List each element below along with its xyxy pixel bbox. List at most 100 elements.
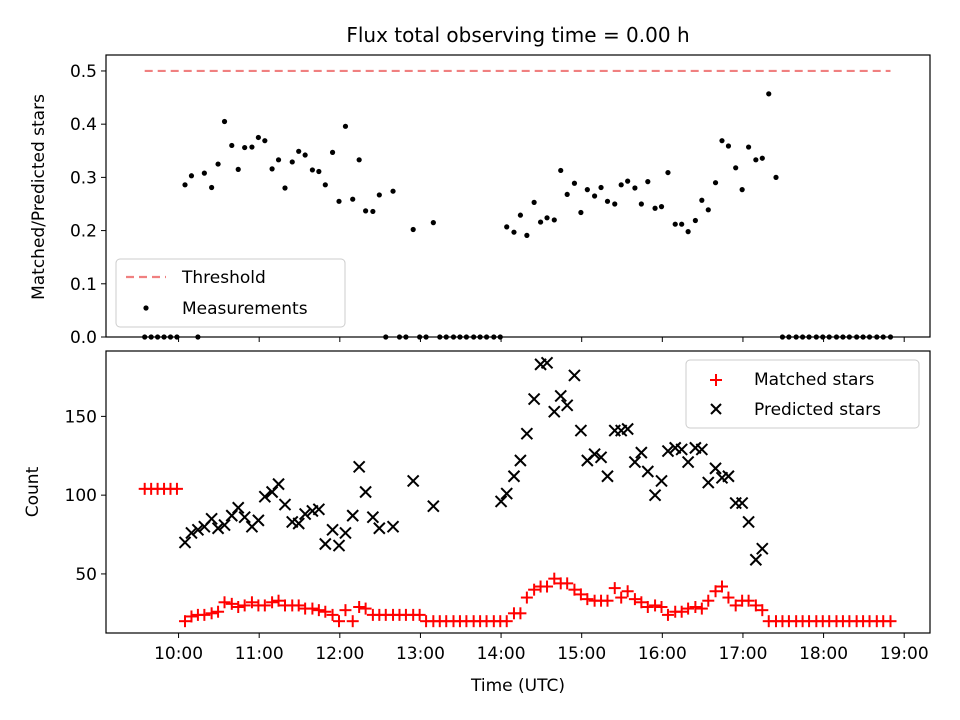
predicted-stars-point [191,523,205,537]
predicted-stars-point [641,465,655,478]
matched-stars-point [635,596,648,609]
measurement-point [275,157,282,163]
predicted-stars-point [346,509,359,522]
predicted-stars-point [681,455,695,469]
predicted-stars-point [594,451,608,464]
measurement-point [564,191,570,198]
bottom-axes-ticks: 50 100 150 10:00 11:00 12:00 13:00 14:00 15:00 16… [65,407,929,664]
matched-stars-point [292,599,305,612]
measurement-point [430,220,436,226]
predicted-stars-point [366,510,380,524]
measurement-point [390,188,396,194]
predicted-stars-point [386,520,400,533]
measurement-point [309,167,316,173]
top-ytick-label: 0.1 [70,275,97,295]
legend-predicted-swatch [710,403,722,415]
xtick-label: 10:00 [154,644,203,664]
bottom-plot-area [138,356,897,628]
matched-stars-point [722,591,735,604]
measurement-point [342,123,349,129]
measurement-point [209,184,215,191]
measurement-point [766,91,772,97]
predicted-stars-point [258,490,272,503]
xtick-label: 19:00 [880,644,929,664]
top-ytick-label: 0.0 [70,328,97,348]
measurement-point [645,179,651,185]
predicted-stars-point [373,522,386,535]
measurement-point [531,199,537,205]
measurement-point [249,144,255,150]
matched-stars-point [528,583,541,596]
top-axes-ticks: 0.0 0.1 0.2 0.3 0.4 0.5 [70,62,905,348]
measurement-point [598,184,604,191]
measurement-point [712,180,719,186]
measurement-point [302,152,308,158]
matched-stars-point [884,615,897,628]
matched-stars-point [225,597,238,610]
bottom-chart: Count 50 100 150 10:00 11:00 12:00 13:00 14:00 1… [23,350,931,696]
measurement-point [679,221,685,227]
measurement-point [692,217,698,224]
top-chart: Matched/Predicted stars 0.00.10.20.30.40… [29,54,931,348]
measurement-point [719,138,725,144]
measurement-point [753,157,759,163]
predicted-stars-point [352,460,366,474]
predicted-stars-point [339,526,352,540]
measurement-point [739,187,745,193]
top-legend-box [115,258,346,328]
xtick-label: 13:00 [396,644,445,664]
predicted-stars-point [722,470,735,483]
matched-stars-point [212,605,225,618]
matched-stars-point [306,602,319,615]
predicted-stars-point [514,454,527,467]
matched-stars-point [514,607,527,620]
top-ytick-label: 0.5 [70,62,97,82]
xtick-label: 11:00 [235,644,284,664]
measurement-point [578,209,584,216]
measurement-point [591,193,598,199]
predicted-stars-point [520,427,534,440]
bottom-ytick-label: 150 [65,407,97,427]
matched-stars-point [615,591,628,604]
matched-stars-point [541,580,554,593]
measurement-point [188,173,195,179]
measurement-point [773,174,779,180]
bottom-ytick-label: 100 [65,486,97,506]
predicted-stars-point [427,499,440,513]
predicted-stars-point [695,443,709,456]
matched-stars-point [198,608,211,621]
predicted-stars-point [406,474,420,488]
measurement-point [350,196,356,202]
measurement-point [504,224,510,230]
measurement-point [699,197,705,203]
measurement-point [255,134,261,141]
top-ytick-label: 0.3 [70,168,97,188]
predicted-stars-point [211,522,225,535]
measurement-point [745,144,752,150]
measurement-point [558,167,564,174]
matched-stars-point [608,582,621,595]
measurement-point [551,217,557,223]
matched-stars-point [568,583,581,596]
measurement-point [571,180,578,186]
top-axes-frame [105,54,931,338]
matched-stars-point [245,596,258,609]
matched-stars-point [756,604,769,617]
predicted-stars-point [205,512,218,525]
predicted-stars-point [548,405,561,418]
predicted-stars-point [661,444,675,458]
bottom-axes-frame [105,350,931,634]
matched-stars-point [232,601,245,614]
predicted-stars-point [560,399,574,412]
matched-stars-point [715,580,728,593]
matched-stars-point [742,594,755,607]
bottom-legend: Matched stars Predicted stars [685,359,920,429]
bottom-y-axis-label: Count [23,466,43,517]
measurement-point [282,185,288,191]
measurement-point [544,215,550,221]
measurement-point [363,208,369,214]
matched-stars-point [238,599,251,612]
predicted-stars-point [709,462,722,475]
matched-stars-point [641,601,654,614]
predicted-stars-point [185,526,198,540]
